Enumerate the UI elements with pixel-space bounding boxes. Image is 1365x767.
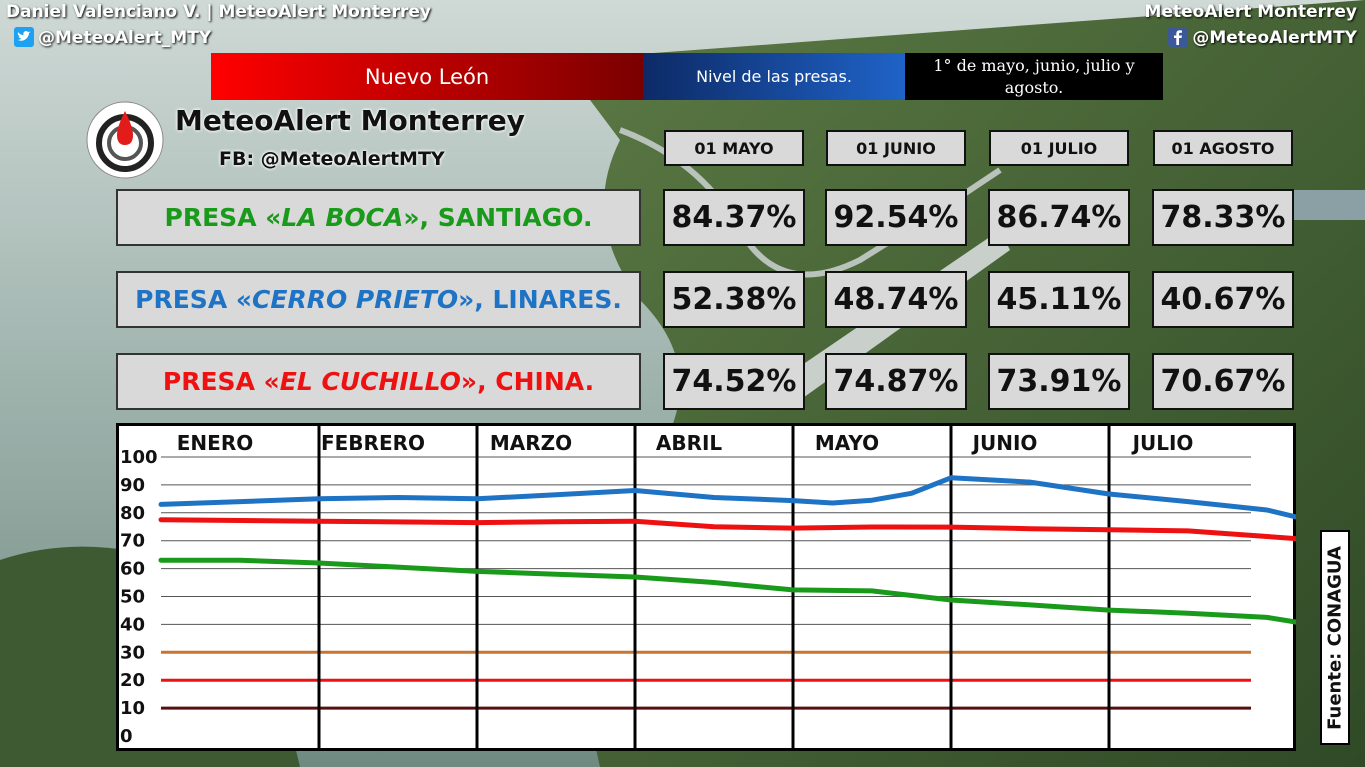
column-header-agosto: 01 AGOSTO	[1153, 130, 1293, 166]
dam-suffix: », SANTIAGO.	[403, 203, 593, 232]
brand-name: MeteoAlert Monterrey	[175, 104, 525, 137]
dam-name: EL CUCHILLO	[279, 367, 461, 396]
column-header-julio: 01 JULIO	[989, 130, 1129, 166]
value-cell: 48.74%	[825, 271, 967, 328]
source-label: Fuente: CONAGUA	[1324, 545, 1346, 730]
y-tick-label: 40	[120, 614, 145, 635]
banner-state: Nuevo León	[211, 53, 643, 100]
y-tick-label: 60	[120, 559, 145, 580]
facebook-handle: @MeteoAlertMTY	[1192, 28, 1357, 48]
month-label: FEBRERO	[321, 431, 425, 455]
y-tick-label: 80	[120, 503, 145, 524]
author-credit: Daniel Valenciano V. | MeteoAlert Monter…	[6, 2, 431, 22]
column-header-mayo: 01 MAYO	[664, 130, 804, 166]
value-cell: 74.87%	[825, 353, 967, 410]
column-header-junio: 01 JUNIO	[826, 130, 966, 166]
value-cell: 78.33%	[1152, 189, 1294, 246]
month-label: MARZO	[490, 431, 572, 455]
y-tick-label: 30	[120, 642, 145, 663]
y-tick-label: 70	[120, 531, 145, 552]
value-cell: 52.38%	[663, 271, 805, 328]
value-cell: 70.67%	[1152, 353, 1294, 410]
source-box: Fuente: CONAGUA	[1320, 530, 1350, 745]
facebook-credit: @MeteoAlertMTY	[1168, 27, 1357, 48]
month-label: MAYO	[815, 431, 879, 455]
y-tick-label: 50	[120, 587, 145, 608]
twitter-handle: @MeteoAlert_MTY	[38, 28, 212, 48]
value-cell: 40.67%	[1152, 271, 1294, 328]
weather-drop-logo-icon	[86, 101, 164, 179]
value-cell: 92.54%	[825, 189, 967, 246]
y-tick-label: 10	[120, 698, 145, 719]
dam-prefix: PRESA «	[135, 285, 253, 314]
dam-prefix: PRESA «	[162, 367, 280, 396]
value-cell: 45.11%	[988, 271, 1130, 328]
dam-name: LA BOCA	[281, 203, 404, 232]
twitter-bird-icon	[14, 27, 34, 47]
dam-level-chart: 0 10 20 30 40 50 60 70 80 90 100 ENERO FEBRERO MARZO A…	[116, 423, 1296, 751]
month-label: ENERO	[177, 431, 253, 455]
y-tick-label: 20	[120, 670, 145, 691]
dam-suffix: », CHINA.	[460, 367, 595, 396]
value-cell: 74.52%	[663, 353, 805, 410]
series-line-0	[158, 475, 1296, 520]
month-label: JULIO	[1131, 431, 1194, 455]
banner-topic: Nivel de las presas.	[643, 53, 905, 100]
dam-name: CERRO PRIETO	[252, 285, 459, 314]
value-cell: 84.37%	[663, 189, 805, 246]
y-tick-label: 100	[120, 447, 158, 468]
series-line-1	[158, 517, 1296, 542]
y-tick-label: 0	[120, 726, 133, 747]
dam-prefix: PRESA «	[164, 203, 282, 232]
facebook-f-icon	[1168, 27, 1189, 47]
value-cell: 86.74%	[988, 189, 1130, 246]
brand-facebook: FB: @MeteoAlertMTY	[219, 148, 445, 170]
dam-suffix: », LINARES.	[458, 285, 622, 314]
chart-frame	[116, 423, 1296, 751]
month-label: JUNIO	[971, 431, 1038, 455]
twitter-credit: @MeteoAlert_MTY	[14, 27, 211, 48]
month-label: ABRIL	[656, 431, 723, 455]
right-credit: MeteoAlert Monterrey	[1144, 2, 1357, 22]
value-cell: 73.91%	[988, 353, 1130, 410]
y-tick-label: 90	[120, 475, 145, 496]
banner-dates: 1° de mayo, junio, julio y agosto.	[905, 53, 1163, 100]
dam-label-la-boca: PRESA «LA BOCA», SANTIAGO.	[116, 189, 641, 246]
dam-label-cerro-prieto: PRESA «CERRO PRIETO», LINARES.	[116, 271, 641, 328]
series-line-2	[158, 557, 1296, 625]
dam-label-el-cuchillo: PRESA «EL CUCHILLO», CHINA.	[116, 353, 641, 410]
